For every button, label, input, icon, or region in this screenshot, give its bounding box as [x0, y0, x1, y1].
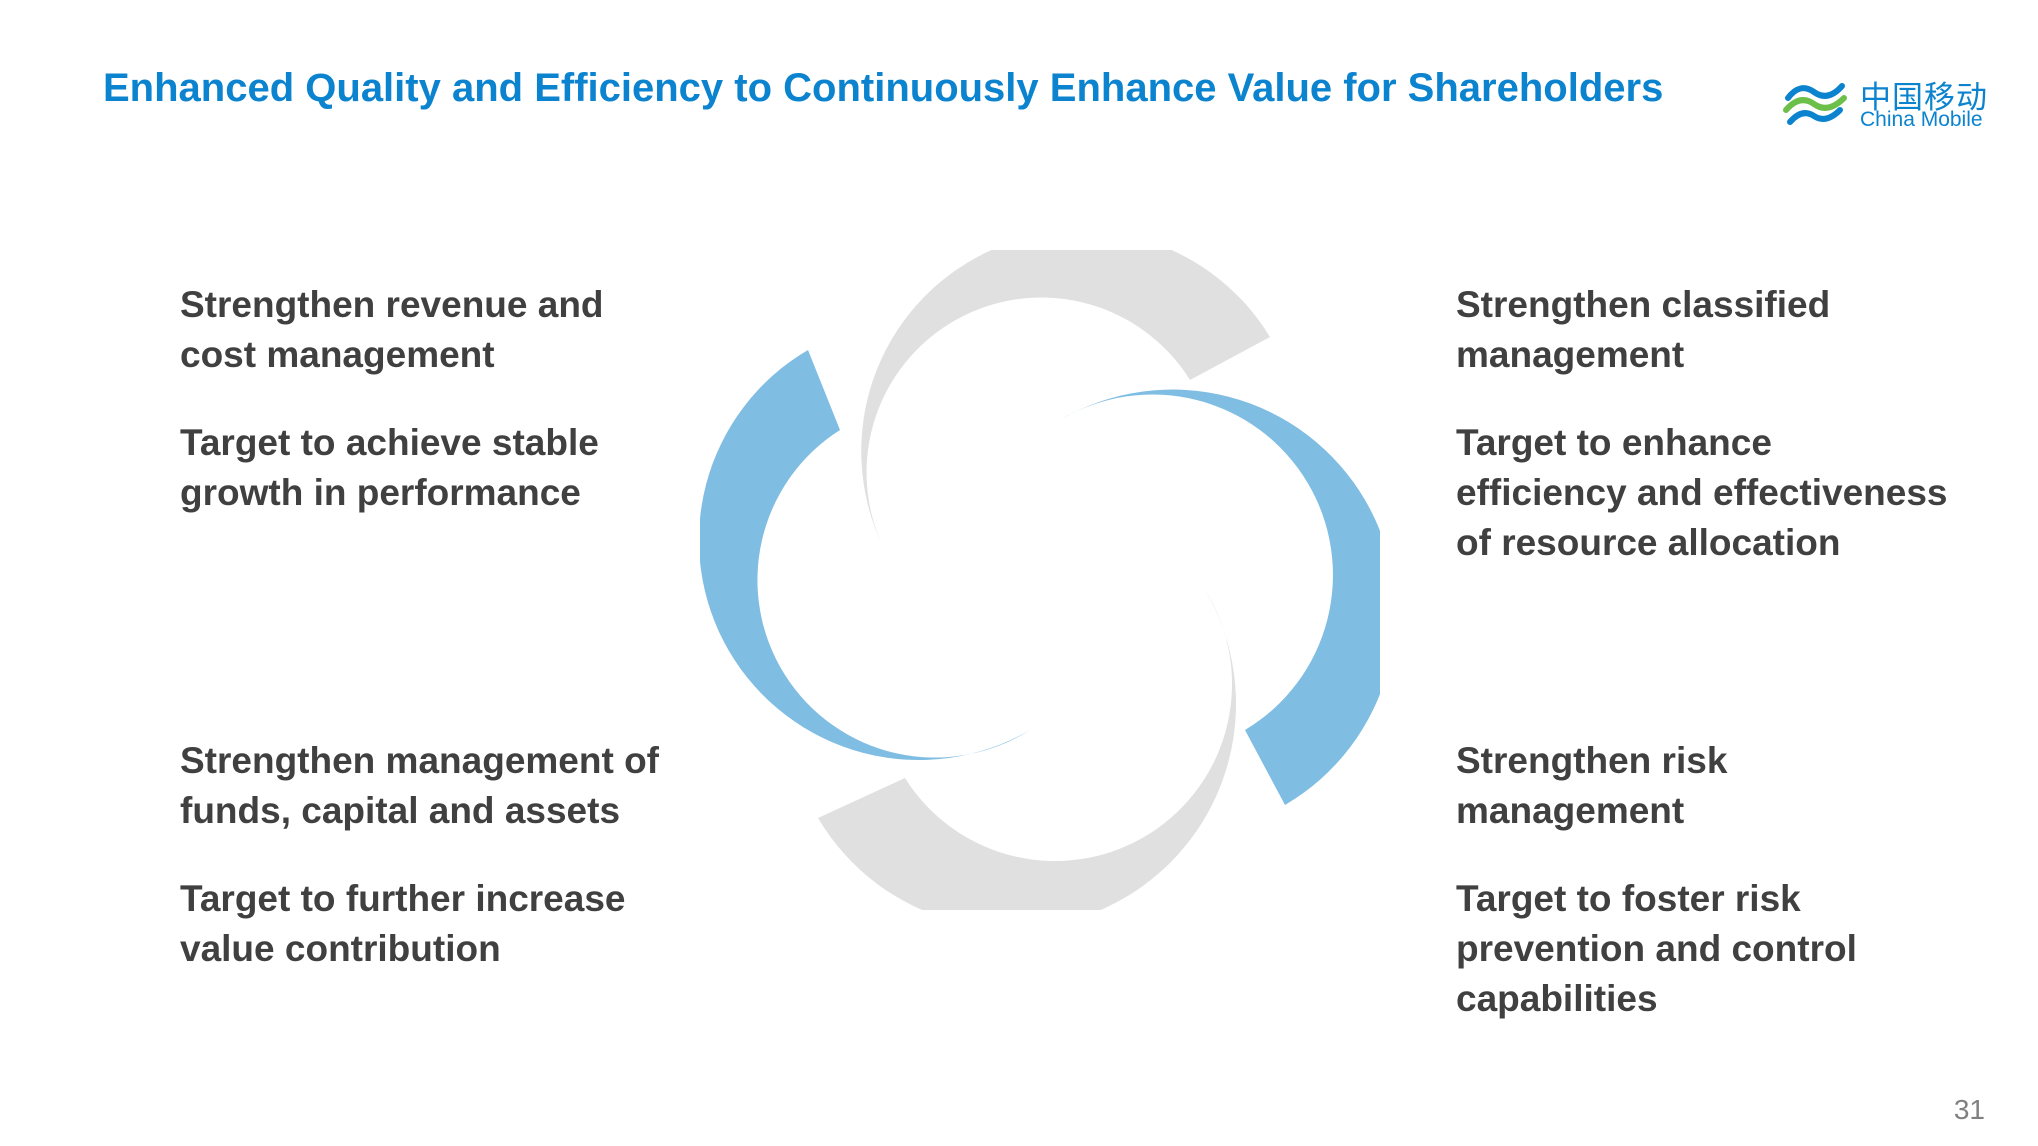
heading-classified-management: Strengthen classified management	[1456, 284, 1831, 375]
target-risk-prevention: Target to foster risk prevention and con…	[1456, 878, 1857, 1019]
china-mobile-logo: 中国移动 China Mobile	[1780, 68, 1990, 138]
cycle-diagram	[700, 250, 1380, 910]
target-stable-growth: Target to achieve stable growth in perfo…	[180, 422, 599, 513]
heading-revenue-cost: Strengthen revenue and cost management	[180, 284, 604, 375]
quadrant-top-left: Strengthen revenue and cost management T…	[180, 280, 700, 556]
cycle-arc-right	[1060, 389, 1380, 805]
cycle-arc-left	[700, 350, 1030, 760]
page-title: Enhanced Quality and Efficiency to Conti…	[103, 66, 1664, 110]
cycle-arc-bottom	[818, 590, 1237, 910]
page-number: 31	[1953, 1094, 1985, 1125]
quadrant-bottom-right: Strengthen risk management Target to fos…	[1456, 736, 1976, 1062]
logo-chinese-text: 中国移动	[1860, 80, 1988, 116]
logo-english-text: China Mobile	[1860, 108, 1983, 131]
china-mobile-logo-icon	[1783, 83, 1847, 125]
quadrant-top-right: Strengthen classified management Target …	[1456, 280, 1976, 606]
target-resource-allocation: Target to enhance efficiency and effecti…	[1456, 422, 1948, 563]
cycle-arc-top	[861, 250, 1270, 565]
target-value-contribution: Target to further increase value contrib…	[180, 878, 626, 969]
heading-risk-management: Strengthen risk management	[1456, 740, 1728, 831]
quadrant-bottom-left: Strengthen management of funds, capital …	[180, 736, 700, 1012]
heading-funds-capital-assets: Strengthen management of funds, capital …	[180, 740, 659, 831]
